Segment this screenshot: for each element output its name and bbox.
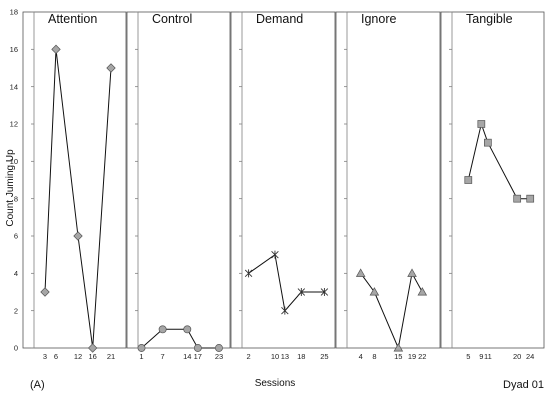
data-point (484, 138, 492, 147)
data-point (244, 269, 253, 278)
data-point (513, 194, 522, 203)
x-tick-label: 18 (297, 352, 305, 361)
data-point (40, 287, 50, 297)
data-point (320, 288, 329, 296)
data-point (393, 343, 404, 352)
x-tick-label: 13 (281, 352, 289, 361)
y-tick-label: 4 (14, 269, 18, 278)
y-tick-label: 12 (10, 120, 18, 129)
x-tick-label: 15 (394, 352, 402, 361)
panel-frame (440, 11, 545, 349)
y-tick-label: 18 (10, 8, 18, 17)
data-point (106, 63, 116, 73)
x-tick-label: 23 (215, 352, 223, 361)
series-line (467, 122, 531, 200)
data-point (477, 120, 486, 128)
data-point (417, 287, 428, 296)
x-tick-label: 10 (271, 352, 279, 361)
x-tick-label: 1 (139, 352, 143, 361)
y-tick-label: 0 (14, 344, 18, 353)
panel-frame (230, 11, 336, 349)
data-point (297, 288, 306, 296)
data-point (193, 344, 202, 352)
panel-title: Demand (256, 12, 303, 26)
x-tick-label: 20 (513, 352, 521, 361)
panel-frame (335, 11, 441, 349)
x-tick-label: 8 (372, 352, 376, 361)
panel-title: Tangible (466, 12, 513, 26)
x-tick-label: 6 (54, 352, 58, 361)
x-tick-label: 5 (466, 352, 470, 361)
series-line (141, 328, 219, 349)
panel-title: Attention (48, 12, 97, 26)
data-point (526, 194, 535, 203)
data-point (87, 343, 98, 353)
panel-frame (126, 11, 231, 349)
x-tick-label: 25 (320, 352, 328, 361)
panel-title: Ignore (361, 12, 396, 26)
y-tick-label: 8 (14, 194, 18, 203)
y-tick-label: 6 (14, 232, 18, 241)
x-tick-label: 19 (408, 352, 416, 361)
x-tick-label: 9 (479, 352, 483, 361)
x-axis-title: Sessions (255, 378, 296, 389)
y-tick-label: 16 (10, 45, 18, 54)
y-tick-label: 14 (10, 82, 18, 91)
data-point (137, 344, 146, 352)
series-line (44, 49, 112, 349)
data-point (158, 325, 167, 334)
x-tick-label: 11 (484, 352, 492, 361)
x-tick-label: 24 (526, 352, 534, 361)
x-tick-label: 21 (107, 352, 115, 361)
x-tick-label: 22 (418, 352, 426, 361)
dyad-label: Dyad 01 (503, 379, 544, 391)
x-tick-label: 3 (43, 352, 47, 361)
x-tick-label: 17 (194, 352, 202, 361)
series-line (248, 253, 325, 312)
panel-title: Control (152, 12, 192, 26)
x-tick-label: 7 (161, 352, 165, 361)
y-axis-ticks: 0 2 4 6 8 10 12 14 16 18 (10, 8, 18, 353)
x-tick-label: 16 (89, 352, 97, 361)
panel-frame (22, 11, 127, 349)
series-line (360, 271, 423, 350)
data-point (183, 325, 192, 334)
panel-tangible: Tangible 5 9 11 20 24 (440, 11, 545, 361)
y-axis-title: Count Juming Up (5, 149, 16, 227)
data-point (215, 344, 223, 352)
x-tick-label: 14 (183, 352, 191, 361)
data-point (407, 268, 417, 277)
y-tick-label: 2 (14, 306, 18, 315)
y-tick-label: 10 (10, 157, 18, 166)
data-point (281, 306, 289, 315)
data-point (464, 176, 473, 184)
data-point (51, 44, 61, 55)
data-point (73, 231, 83, 241)
x-tick-label: 12 (74, 352, 82, 361)
data-point (369, 287, 380, 296)
panel-attention: Attention 3 6 12 16 21 (22, 11, 127, 361)
data-point (355, 268, 366, 277)
x-tick-label: 4 (359, 352, 363, 361)
panel-ignore: Ignore 4 8 15 19 22 (335, 11, 441, 361)
data-point (271, 250, 279, 259)
panel-demand: Demand 2 10 13 18 25 (230, 11, 336, 361)
x-tick-label: 2 (247, 352, 251, 361)
panel-label: (A) (30, 379, 45, 391)
